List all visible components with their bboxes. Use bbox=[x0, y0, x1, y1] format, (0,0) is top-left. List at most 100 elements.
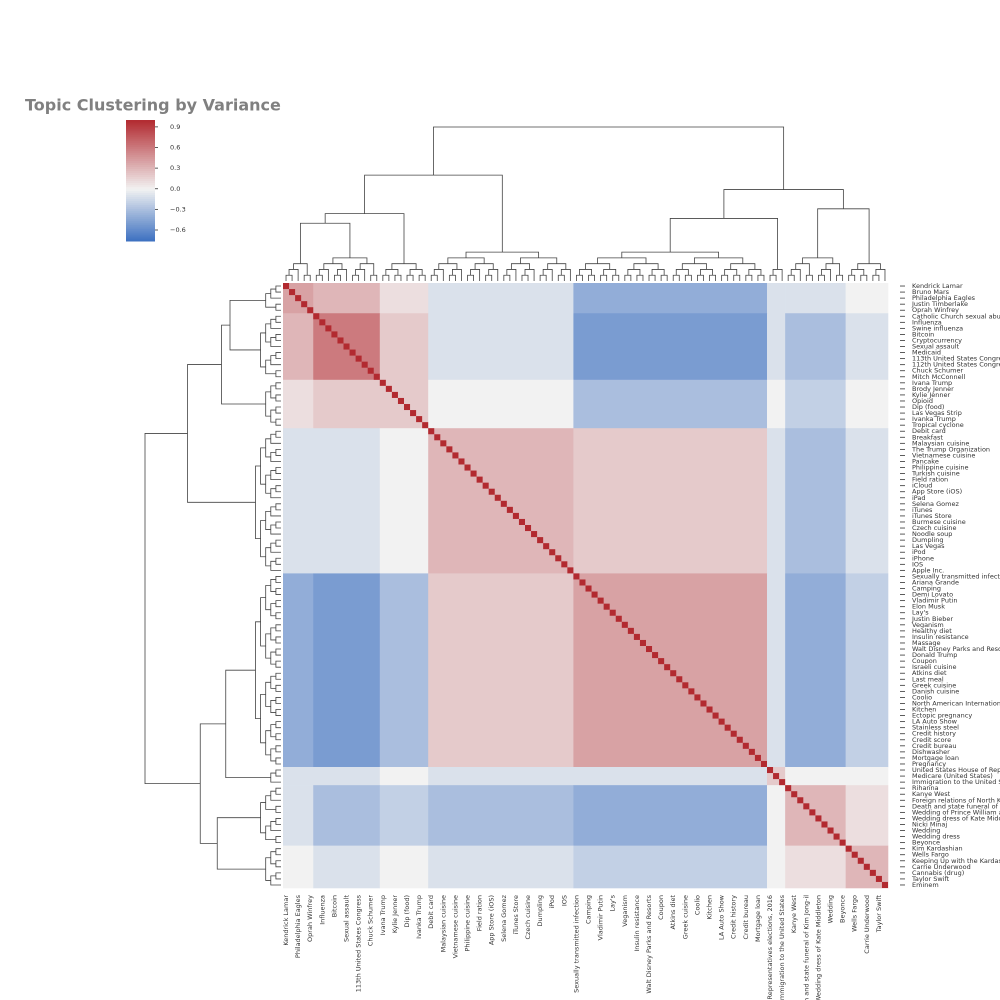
column-dendrogram bbox=[332, 257, 368, 264]
colorbar-step bbox=[126, 140, 155, 143]
diagonal-cell bbox=[307, 307, 314, 314]
row-dendrogram bbox=[270, 579, 276, 592]
column-dendrogram bbox=[700, 269, 713, 276]
diagonal-cell bbox=[639, 639, 646, 646]
row-label: Medicare (United States) bbox=[912, 772, 993, 780]
column-label: iPod bbox=[548, 895, 556, 909]
row-label: Las Vegas bbox=[912, 542, 945, 550]
row-label: LA Auto Show bbox=[912, 718, 958, 726]
column-label: Immigration to the United States bbox=[778, 894, 786, 1000]
diagonal-cell bbox=[488, 488, 495, 495]
diagonal-cell bbox=[875, 875, 882, 882]
row-dendrogram bbox=[275, 370, 281, 378]
heatmap-block bbox=[767, 845, 786, 889]
column-dendrogram bbox=[660, 274, 668, 281]
row-label: Turkish cuisine bbox=[911, 470, 960, 478]
diagonal-cell bbox=[718, 718, 725, 725]
heatmap-block bbox=[785, 313, 846, 381]
row-label: Credit bureau bbox=[912, 742, 957, 750]
heatmap-block bbox=[767, 428, 786, 574]
colorbar-step bbox=[126, 184, 155, 188]
row-dendrogram bbox=[265, 474, 271, 494]
colorbar-step bbox=[126, 178, 155, 181]
row-label: Beyonce bbox=[912, 839, 940, 847]
column-dendrogram bbox=[409, 269, 423, 276]
heatmap-block bbox=[379, 573, 429, 768]
column-dendrogram bbox=[285, 274, 293, 281]
row-dendrogram bbox=[265, 391, 271, 417]
row-dendrogram bbox=[275, 430, 281, 438]
column-dendrogram bbox=[721, 274, 729, 281]
heatmap-block bbox=[283, 573, 314, 768]
colorbar-step bbox=[126, 232, 155, 236]
heatmap-block bbox=[283, 428, 314, 574]
row-dendrogram bbox=[275, 733, 281, 741]
colorbar-step bbox=[126, 238, 155, 242]
row-label: Foreign relations of North Korea bbox=[912, 796, 1000, 804]
diagonal-cell bbox=[833, 833, 840, 840]
heatmap-block bbox=[573, 845, 768, 889]
column-dendrogram bbox=[334, 274, 341, 281]
diagonal-cell bbox=[452, 452, 459, 459]
colorbar-tick-label: 0.6 bbox=[170, 144, 180, 152]
heatmap-block bbox=[379, 428, 429, 574]
diagonal-cell bbox=[434, 434, 441, 441]
diagonal-cell bbox=[537, 537, 544, 544]
column-dendrogram bbox=[624, 274, 632, 281]
column-dendrogram bbox=[385, 269, 399, 276]
row-label: Dumpling bbox=[912, 536, 943, 544]
diagonal-cell bbox=[706, 706, 713, 713]
row-dendrogram bbox=[260, 332, 266, 368]
row-label: Eminem bbox=[912, 881, 939, 889]
diagonal-cell bbox=[543, 543, 550, 550]
row-dendrogram bbox=[275, 721, 281, 729]
diagonal-cell bbox=[839, 839, 846, 846]
column-dendrogram bbox=[406, 274, 414, 281]
row-label: App Store (iOS) bbox=[912, 488, 962, 496]
diagonal-cell bbox=[597, 597, 604, 604]
row-label: Oprah Winfrey bbox=[912, 306, 959, 314]
column-dendrogram bbox=[681, 263, 707, 270]
diagonal-cell bbox=[646, 646, 653, 653]
column-dendrogram bbox=[603, 269, 617, 276]
row-label: IOS bbox=[912, 560, 923, 568]
column-dendrogram bbox=[636, 274, 644, 281]
column-dendrogram bbox=[485, 274, 493, 281]
heatmap-block bbox=[573, 785, 768, 846]
column-label: Coolio bbox=[693, 895, 701, 915]
column-dendrogram bbox=[648, 274, 656, 281]
diagonal-cell bbox=[652, 652, 659, 659]
column-dendrogram bbox=[579, 269, 592, 276]
row-dendrogram bbox=[275, 684, 281, 692]
column-label: Carrie Underwood bbox=[863, 895, 871, 954]
column-label: Philadelphia Eagles bbox=[294, 894, 302, 958]
row-dendrogram bbox=[265, 438, 271, 458]
row-label: 112th United States Congress bbox=[912, 361, 1000, 369]
row-label: Israeli cuisine bbox=[912, 663, 956, 671]
column-dendrogram bbox=[724, 269, 738, 276]
diagonal-cell bbox=[621, 621, 628, 628]
heatmap-block bbox=[379, 313, 429, 381]
heatmap-block bbox=[785, 379, 846, 429]
row-dendrogram bbox=[275, 836, 281, 844]
diagonal-cell bbox=[779, 779, 786, 786]
diagonal-cell bbox=[682, 682, 689, 689]
row-dendrogram bbox=[144, 433, 201, 785]
heatmap-block bbox=[283, 785, 314, 846]
colorbar-step bbox=[126, 148, 155, 151]
row-dendrogram bbox=[275, 315, 281, 323]
colorbar-step bbox=[126, 156, 155, 159]
diagonal-cell bbox=[518, 518, 525, 525]
row-label: Kanye West bbox=[912, 790, 951, 798]
column-dendrogram bbox=[675, 269, 689, 276]
diagonal-cell bbox=[446, 446, 453, 453]
diagonal-cell bbox=[289, 289, 296, 296]
column-dendrogram bbox=[817, 208, 870, 264]
row-label: Vladimir Putin bbox=[912, 597, 957, 605]
diagonal-cell bbox=[295, 295, 302, 302]
row-label: Kitchen bbox=[912, 706, 936, 714]
row-dendrogram bbox=[270, 409, 276, 423]
row-label: Donald Trump bbox=[912, 651, 957, 659]
column-dendrogram bbox=[557, 274, 565, 281]
column-label: Kitchen bbox=[706, 895, 714, 919]
